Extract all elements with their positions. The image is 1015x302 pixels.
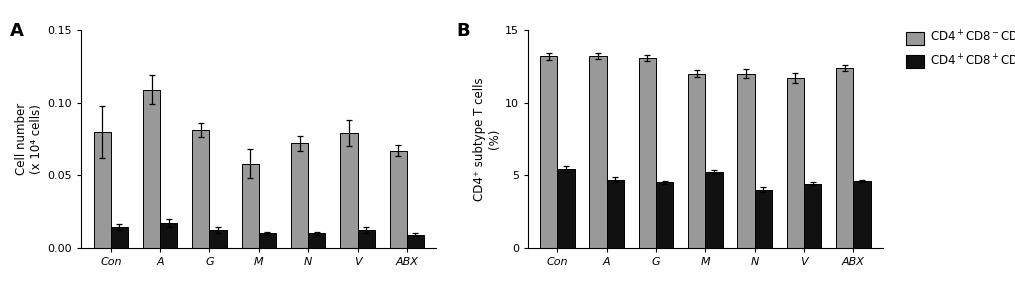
Bar xyxy=(390,150,407,248)
Bar xyxy=(638,58,656,248)
Y-axis label: CD4⁺ subtype T cells
(%): CD4⁺ subtype T cells (%) xyxy=(473,77,500,201)
Bar xyxy=(804,184,821,248)
Bar xyxy=(160,223,178,248)
Bar xyxy=(242,164,259,248)
Bar xyxy=(309,233,326,248)
Bar xyxy=(738,74,755,248)
Bar xyxy=(291,143,309,248)
Bar xyxy=(656,182,673,248)
Bar xyxy=(557,169,574,248)
Bar xyxy=(755,190,772,248)
Bar xyxy=(854,181,871,248)
Text: B: B xyxy=(457,21,470,40)
Bar xyxy=(607,179,624,248)
Legend: CD4$^+$CD8$^-$CD25$^+$ T cells, CD4$^+$CD8$^+$CD25$^+$ T cells: CD4$^+$CD8$^-$CD25$^+$ T cells, CD4$^+$C… xyxy=(903,27,1015,71)
Bar xyxy=(111,227,128,248)
Y-axis label: Cell number
(x 10⁴ cells): Cell number (x 10⁴ cells) xyxy=(15,103,44,175)
Bar xyxy=(209,230,226,248)
Bar xyxy=(357,230,375,248)
Bar xyxy=(836,68,854,248)
Bar xyxy=(540,56,557,248)
Bar xyxy=(259,233,276,248)
Bar xyxy=(705,172,723,248)
Text: A: A xyxy=(10,21,24,40)
Bar xyxy=(143,90,160,248)
Bar xyxy=(93,132,111,248)
Bar xyxy=(688,74,705,248)
Bar xyxy=(787,78,804,248)
Bar xyxy=(407,235,424,248)
Bar xyxy=(192,130,209,248)
Bar xyxy=(340,133,357,248)
Bar xyxy=(590,56,607,248)
